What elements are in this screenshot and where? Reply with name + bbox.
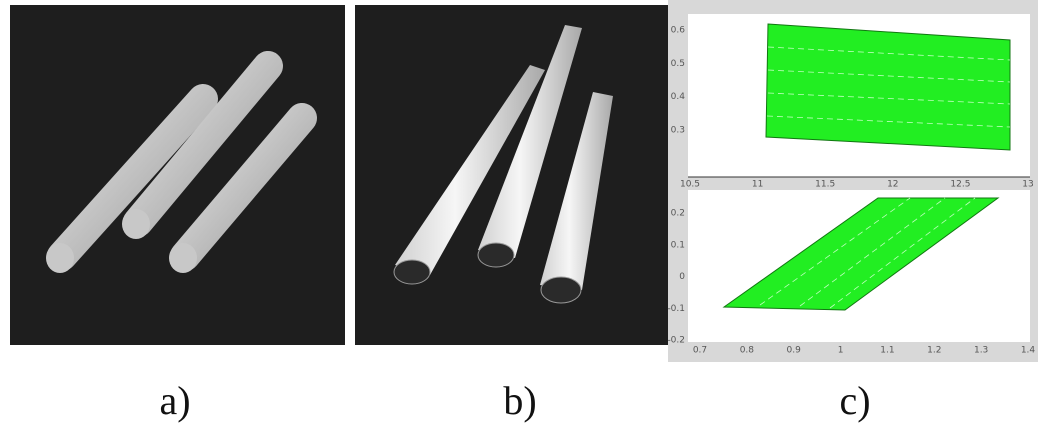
panel-label: a) — [159, 378, 190, 423]
y-tick-label: 0.6 — [671, 26, 686, 36]
x-tick-label: 12 — [887, 180, 898, 190]
y-tick-label: 0.2 — [671, 209, 685, 219]
panel-label: b) — [503, 378, 536, 423]
x-tick-label: 1.3 — [974, 346, 988, 356]
y-tick-label: -0.2 — [667, 336, 685, 346]
x-tick-label: 0.9 — [787, 346, 802, 356]
x-tick-label: 0.7 — [693, 346, 707, 356]
page: 10.5 11 11.5 12 12.5 13 0.6 0.5 0.4 0.3 0.7 0.8 0.9 1… — [0, 0, 1038, 436]
x-tick-label: 11.5 — [815, 180, 835, 190]
x-tick-label: 10.5 — [680, 180, 700, 190]
figure: 10.5 11 11.5 12 12.5 13 0.6 0.5 0.4 0.3 0.7 0.8 0.9 1… — [0, 0, 1038, 436]
x-tick-label: 11 — [752, 180, 763, 190]
x-tick-label: 12.5 — [950, 180, 970, 190]
y-tick-label: 0.1 — [671, 240, 685, 250]
x-tick-label: 1.4 — [1021, 346, 1036, 356]
y-tick-label: -0.1 — [667, 304, 685, 314]
y-tick-label: 0 — [679, 272, 685, 282]
y-tick-label: 0.3 — [671, 126, 685, 136]
panel-c-plots — [668, 0, 1038, 362]
x-tick-label: 1.2 — [927, 346, 941, 356]
x-tick-label: 1.1 — [880, 346, 894, 356]
x-tick-label: 1 — [838, 346, 844, 356]
y-tick-label: 0.5 — [671, 59, 685, 69]
y-tick-label: 0.4 — [671, 92, 686, 102]
x-tick-label: 0.8 — [740, 346, 755, 356]
panel-label: c) — [839, 378, 870, 423]
x-tick-label: 13 — [1022, 180, 1033, 190]
panel-b-image — [355, 5, 685, 345]
panel-a-image — [10, 5, 345, 345]
